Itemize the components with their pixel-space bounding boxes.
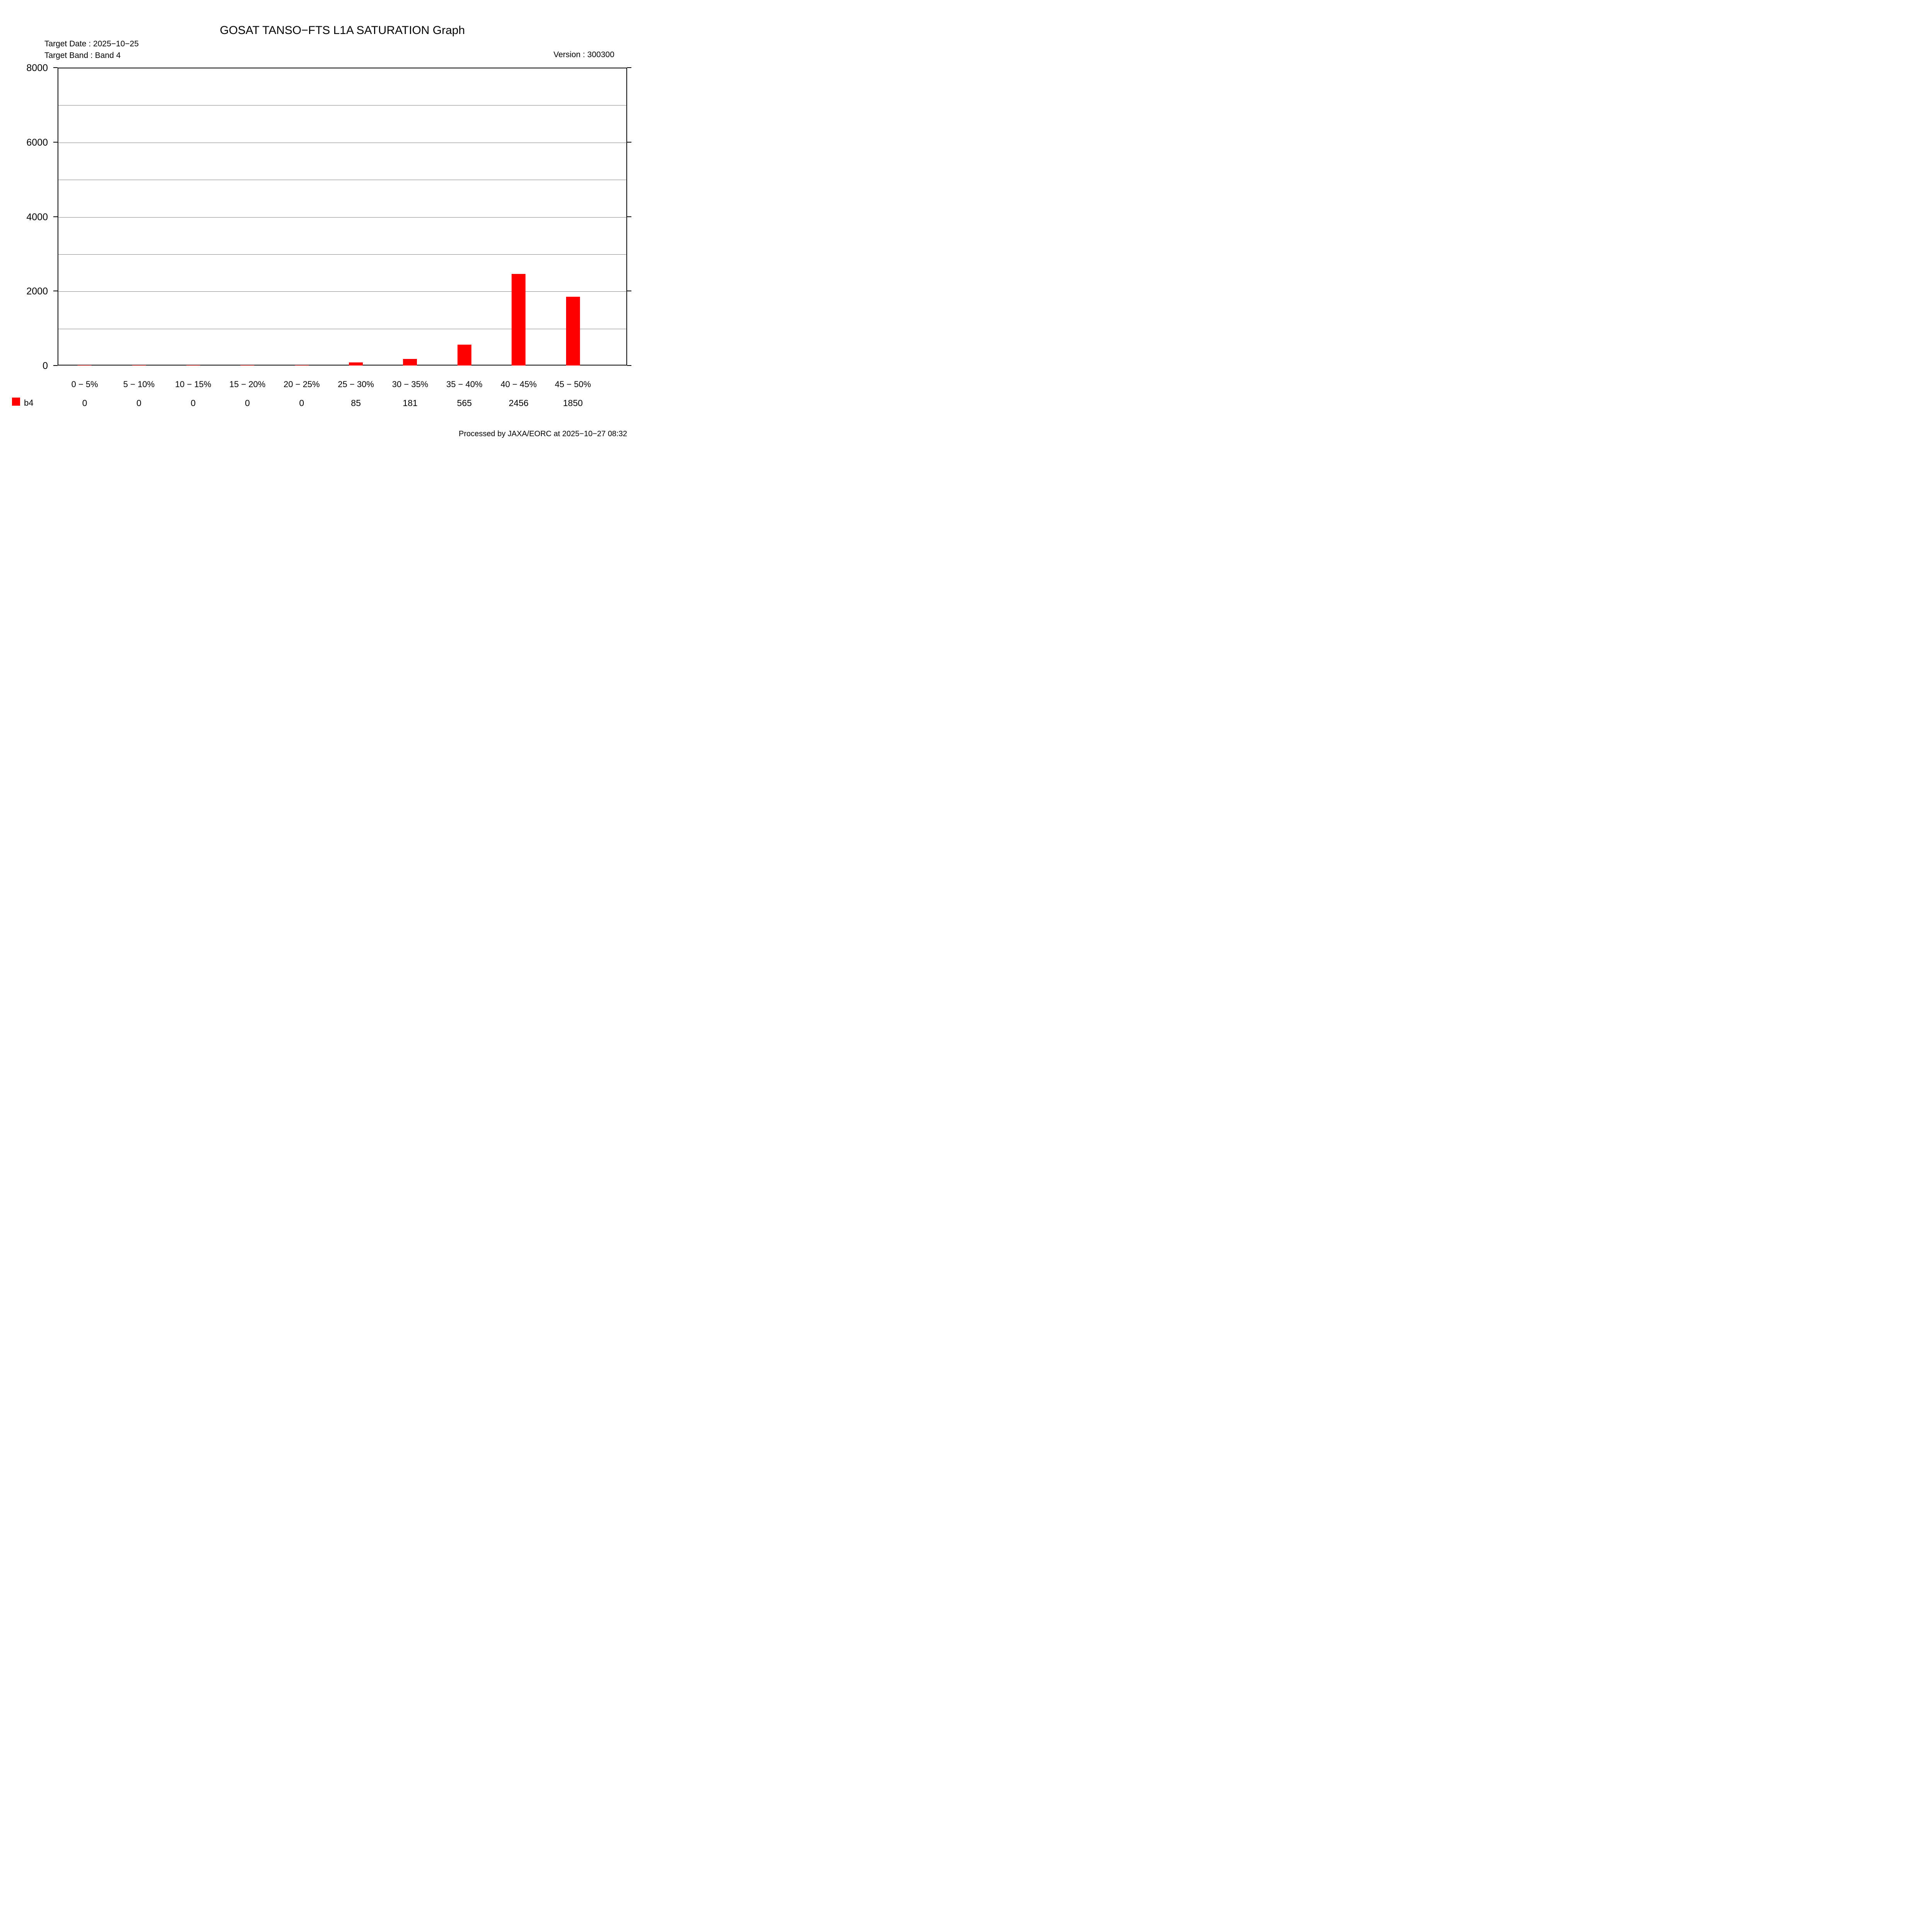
bar-b4	[512, 274, 526, 366]
x-axis-tick-label: 15 − 20%	[229, 379, 266, 389]
y-tick-right	[627, 365, 631, 366]
x-axis-tick-label: 40 − 45%	[500, 379, 537, 389]
grid-line	[58, 217, 626, 218]
y-axis-tick-label: 4000	[26, 211, 48, 223]
bar-value-label: 2456	[509, 398, 529, 408]
bar-value-label: 1850	[563, 398, 583, 408]
x-axis-tick-label: 45 − 50%	[554, 379, 591, 389]
plot-area	[58, 68, 627, 366]
y-tick-right	[627, 216, 631, 217]
processed-by-label: Processed by JAXA/EORC at 2025−10−27 08:…	[459, 430, 627, 438]
y-axis-tick-label: 6000	[26, 137, 48, 148]
x-axis-tick-label: 35 − 40%	[446, 379, 483, 389]
x-axis-tick-label: 30 − 35%	[392, 379, 429, 389]
x-axis-tick-label: 25 − 30%	[338, 379, 374, 389]
y-tick-left	[53, 216, 58, 217]
x-axis-tick-label: 20 − 25%	[283, 379, 320, 389]
chart-title: GOSAT TANSO−FTS L1A SATURATION Graph	[219, 24, 465, 37]
target-date-label: Target Date : 2025−10−25	[44, 39, 139, 48]
grid-line	[58, 291, 626, 292]
y-axis-tick-label: 2000	[26, 286, 48, 297]
version-label: Version : 300300	[553, 50, 614, 59]
bar-value-label: 0	[136, 398, 141, 408]
bar-b4	[403, 359, 417, 366]
y-tick-left	[53, 365, 58, 366]
x-axis-tick-label: 0 − 5%	[71, 379, 98, 389]
chart-header: Target Date : 2025−10−25 Target Band : B…	[44, 38, 139, 61]
bar-b4	[349, 362, 363, 366]
y-axis-tick-label: 0	[43, 360, 48, 371]
bar-b4	[78, 365, 92, 366]
bar-value-label: 0	[299, 398, 304, 408]
bar-b4	[132, 365, 146, 366]
bar-b4	[294, 365, 309, 366]
bar-b4	[457, 345, 471, 366]
x-axis-tick-label: 5 − 10%	[123, 379, 155, 389]
x-axis-tick-label: 10 − 15%	[175, 379, 211, 389]
bar-b4	[186, 365, 200, 366]
bar-b4	[566, 297, 580, 366]
y-tick-right	[627, 141, 631, 143]
legend-series-label: b4	[24, 398, 34, 408]
bar-value-label: 85	[351, 398, 361, 408]
y-tick-left	[53, 141, 58, 143]
grid-line	[58, 254, 626, 255]
legend-swatch	[12, 398, 20, 406]
chart-canvas: GOSAT TANSO−FTS L1A SATURATION Graph Tar…	[0, 0, 678, 479]
bar-value-label: 0	[82, 398, 87, 408]
bar-value-label: 0	[190, 398, 196, 408]
bar-value-label: 181	[403, 398, 418, 408]
y-axis-tick-label: 8000	[26, 63, 48, 73]
y-tick-left	[53, 67, 58, 68]
bar-value-label: 0	[245, 398, 250, 408]
y-tick-right	[627, 67, 631, 68]
bar-value-label: 565	[457, 398, 472, 408]
bar-b4	[240, 365, 255, 366]
target-band-label: Target Band : Band 4	[44, 51, 121, 60]
